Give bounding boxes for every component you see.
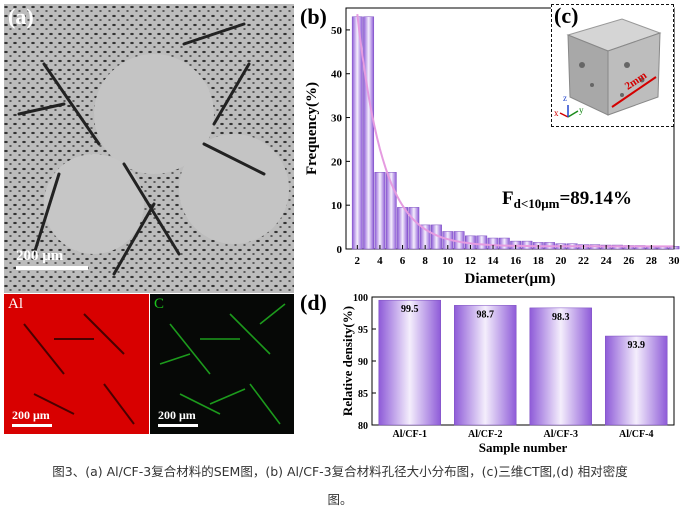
histogram-bar bbox=[363, 16, 375, 250]
y-tick-label: 85 bbox=[358, 389, 368, 400]
y-axis-label: Relative density(%) bbox=[340, 306, 355, 416]
density-bar bbox=[454, 305, 517, 426]
x-tick-label: 6 bbox=[400, 255, 406, 267]
ct-cube bbox=[559, 18, 662, 118]
caption-line-1: 图3、(a) Al/CF-3复合材料的SEM图，(b) Al/CF-3复合材料孔… bbox=[52, 464, 628, 479]
x-tick-label: 8 bbox=[422, 255, 428, 267]
histogram-bar bbox=[498, 237, 510, 250]
c-eds-map: C 200 μm bbox=[150, 294, 294, 434]
annotation: Fd<10μm=89.14% bbox=[502, 188, 632, 211]
figure-caption: 图3、(a) Al/CF-3复合材料的SEM图，(b) Al/CF-3复合材料孔… bbox=[0, 462, 680, 510]
x-tick-label: 24 bbox=[601, 255, 613, 267]
x-tick-label: 14 bbox=[488, 255, 500, 267]
al-element-label: Al bbox=[8, 296, 23, 312]
al-eds-map: Al 200 μm bbox=[4, 294, 149, 434]
c-map-texture bbox=[159, 303, 286, 425]
sem-texture bbox=[4, 4, 294, 293]
bar-value-label: 93.9 bbox=[628, 340, 646, 351]
y-tick-label: 50 bbox=[331, 25, 343, 37]
y-tick-label: 10 bbox=[331, 200, 343, 212]
histogram-bar bbox=[397, 207, 408, 250]
relative-density-chart: 99.5 Al/CF-1 98.7 Al/CF-2 98.3 Al/CF-3 93.9 Al/… bbox=[340, 293, 675, 455]
y-tick-label: 0 bbox=[337, 244, 343, 256]
al-scale-text: 200 μm bbox=[12, 408, 50, 422]
histogram-bar bbox=[374, 172, 386, 250]
sem-scale-text: 200 μm bbox=[16, 248, 64, 264]
annotation-main: F bbox=[502, 188, 514, 209]
x-tick-label: 10 bbox=[442, 255, 454, 267]
histogram-bar bbox=[385, 172, 397, 250]
ct-axis-z: z bbox=[563, 93, 567, 103]
c-scale-bar bbox=[158, 424, 198, 427]
histogram-bar bbox=[351, 16, 363, 250]
x-tick-label: 26 bbox=[623, 255, 635, 267]
x-axis-label: Sample number bbox=[479, 440, 568, 455]
histogram-bar bbox=[476, 235, 488, 250]
x-tick-label: 16 bbox=[510, 255, 522, 267]
panel-d-label: (d) bbox=[300, 290, 327, 315]
y-tick-label: 30 bbox=[331, 113, 343, 125]
x-axis-label: Diameter(μm) bbox=[465, 271, 556, 287]
ct-axis-y: y bbox=[579, 105, 584, 115]
density-bar bbox=[605, 335, 668, 426]
x-tick-label: 20 bbox=[555, 255, 567, 267]
c-scale-text: 200 μm bbox=[158, 408, 196, 422]
x-tick-label: 2 bbox=[355, 255, 361, 267]
c-element-label: C bbox=[154, 296, 165, 312]
bar-value-label: 98.3 bbox=[552, 312, 570, 323]
sem-image: (a) 200 μm bbox=[4, 4, 294, 293]
sem-scale-bar bbox=[16, 266, 88, 270]
y-tick-label: 95 bbox=[358, 325, 368, 336]
y-tick-label: 90 bbox=[358, 357, 368, 368]
y-tick-label: 100 bbox=[353, 293, 368, 304]
panel-c-label: (c) bbox=[554, 4, 579, 28]
density-bar bbox=[529, 307, 592, 426]
ct-axis-x: x bbox=[554, 108, 559, 118]
density-bar bbox=[378, 299, 441, 426]
category-label: Al/CF-4 bbox=[619, 429, 653, 440]
category-label: Al/CF-2 bbox=[468, 429, 502, 440]
al-scale-bar bbox=[12, 424, 52, 427]
histogram-bar bbox=[408, 207, 420, 250]
bar-value-label: 98.7 bbox=[477, 309, 495, 320]
category-label: Al/CF-1 bbox=[393, 429, 427, 440]
x-tick-label: 4 bbox=[377, 255, 383, 267]
x-tick-label: 22 bbox=[578, 255, 590, 267]
y-axis-label: Frequency(%) bbox=[304, 82, 320, 175]
y-tick-label: 40 bbox=[331, 69, 343, 81]
annotation-value: =89.14% bbox=[559, 188, 632, 209]
category-label: Al/CF-3 bbox=[544, 429, 578, 440]
x-tick-label: 28 bbox=[646, 255, 658, 267]
plot-frame bbox=[345, 7, 675, 250]
x-tick-label: 18 bbox=[533, 255, 545, 267]
al-map-texture bbox=[23, 313, 135, 425]
y-tick-label: 20 bbox=[331, 156, 343, 168]
x-tick-label: 30 bbox=[669, 255, 680, 267]
y-tick-label: 80 bbox=[358, 421, 368, 432]
x-tick-label: 12 bbox=[465, 255, 477, 267]
bar-value-label: 99.5 bbox=[401, 304, 419, 315]
annotation-sub: d<10μm bbox=[514, 196, 560, 211]
panel-a-label: (a) bbox=[8, 4, 34, 29]
panel-b-label: (b) bbox=[300, 4, 327, 29]
ct-inset: (c) 2mm x y z bbox=[551, 4, 674, 127]
caption-line-2: 图。 bbox=[327, 492, 353, 507]
